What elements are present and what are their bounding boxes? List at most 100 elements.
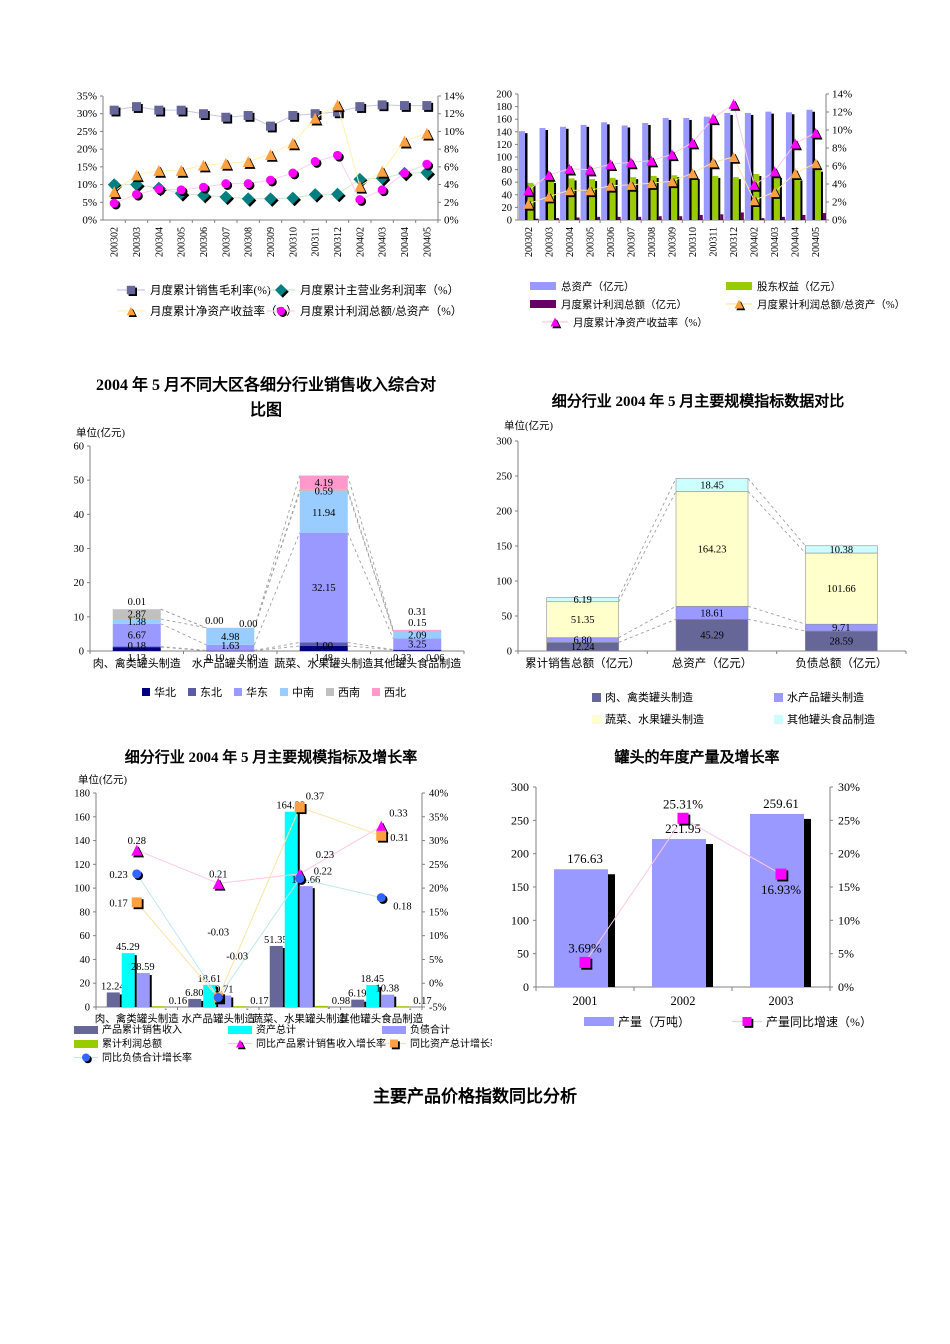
svg-text:5%: 5%	[838, 947, 854, 961]
svg-text:40: 40	[80, 955, 91, 966]
svg-text:200405: 200405	[811, 227, 822, 257]
svg-text:20: 20	[502, 203, 513, 214]
svg-text:35%: 35%	[77, 91, 97, 103]
svg-text:0.00: 0.00	[205, 615, 223, 626]
svg-text:0: 0	[85, 1003, 90, 1014]
svg-text:3.25: 3.25	[408, 639, 426, 650]
svg-text:200404: 200404	[400, 227, 411, 257]
svg-text:51.35: 51.35	[264, 935, 288, 946]
svg-text:4%: 4%	[832, 179, 847, 191]
svg-text:200: 200	[511, 847, 529, 861]
svg-text:200404: 200404	[791, 227, 802, 257]
svg-text:60: 60	[74, 441, 85, 452]
svg-text:月度累计净资产收益率（%）: 月度累计净资产收益率（%）	[573, 316, 708, 329]
svg-text:单位(亿元): 单位(亿元)	[76, 426, 125, 439]
svg-text:40: 40	[502, 190, 513, 201]
chart-scale-and-growth: 细分行业 2004 年 5 月主要规模指标及增长率 0 20 40 60 80 100 12…	[50, 748, 492, 1072]
chart-scale-indicators: 细分行业 2004 年 5 月主要规模指标数据对比 0 50 100 150 200 25…	[474, 392, 922, 736]
svg-text:肉、禽类罐头制造: 肉、禽类罐头制造	[95, 1012, 179, 1025]
svg-text:15%: 15%	[429, 907, 449, 918]
svg-text:股东权益（亿元）: 股东权益（亿元）	[757, 280, 841, 293]
svg-text:200403: 200403	[770, 227, 781, 257]
svg-text:200310: 200310	[288, 227, 299, 257]
svg-text:2001: 2001	[573, 994, 598, 1008]
svg-text:0.16: 0.16	[169, 996, 187, 1007]
svg-text:51.35: 51.35	[571, 615, 595, 626]
svg-text:0.17: 0.17	[109, 898, 127, 909]
svg-text:180: 180	[496, 102, 512, 113]
svg-text:-5%: -5%	[429, 1003, 447, 1014]
svg-text:西南: 西南	[338, 686, 360, 699]
svg-text:14%: 14%	[832, 89, 852, 101]
svg-text:月度累计利润总额/总资产（%）: 月度累计利润总额/总资产（%）	[300, 304, 462, 318]
svg-text:25%: 25%	[838, 813, 860, 827]
svg-text:蔬菜、水果罐头制造: 蔬菜、水果罐头制造	[605, 712, 704, 726]
svg-text:累计销售总额（亿元）: 累计销售总额（亿元）	[525, 656, 640, 670]
svg-text:累计利润总额: 累计利润总额	[102, 1037, 162, 1050]
svg-text:15%: 15%	[838, 880, 860, 894]
svg-text:10%: 10%	[429, 931, 449, 942]
chart-assets-equity-profit: 0 20 40 60 80 100 120 140 160 180 200 0% 2% 4% 6% 8% 10%…	[474, 86, 922, 340]
svg-text:0%: 0%	[444, 215, 459, 227]
svg-text:2002: 2002	[671, 994, 696, 1008]
svg-text:0.31: 0.31	[390, 833, 408, 844]
svg-text:-0.03: -0.03	[207, 927, 229, 938]
chart-title-scale-and-growth: 细分行业 2004 年 5 月主要规模指标及增长率	[124, 750, 418, 766]
svg-text:250: 250	[511, 813, 529, 827]
svg-text:200: 200	[496, 507, 512, 518]
svg-text:0%: 0%	[838, 980, 854, 994]
svg-text:产品累计销售收入: 产品累计销售收入	[102, 1023, 182, 1036]
svg-text:西北: 西北	[384, 686, 406, 699]
svg-text:中南: 中南	[292, 686, 314, 699]
svg-text:6.67: 6.67	[128, 630, 146, 641]
svg-text:水产品罐头制造: 水产品罐头制造	[182, 1012, 256, 1025]
svg-text:35%: 35%	[429, 812, 449, 823]
svg-text:4.98: 4.98	[221, 631, 239, 642]
svg-text:50: 50	[502, 612, 513, 623]
svg-text:4.19: 4.19	[315, 478, 333, 489]
svg-text:8%: 8%	[832, 143, 847, 155]
svg-text:100: 100	[496, 153, 512, 164]
svg-text:200303: 200303	[544, 227, 555, 257]
svg-text:2003: 2003	[769, 994, 794, 1008]
svg-text:20%: 20%	[838, 847, 860, 861]
svg-text:18.45: 18.45	[700, 480, 724, 491]
svg-text:60: 60	[80, 931, 91, 942]
svg-text:负债合计: 负债合计	[410, 1023, 450, 1036]
svg-text:9.71: 9.71	[215, 984, 233, 995]
svg-text:同比负债合计增长率: 同比负债合计增长率	[102, 1051, 192, 1064]
svg-text:200307: 200307	[626, 227, 637, 257]
svg-text:2%: 2%	[444, 197, 459, 209]
svg-text:0.09: 0.09	[239, 653, 257, 664]
svg-text:0: 0	[523, 980, 529, 994]
regional-sales-plot: 0 10 20 30 40 50 60 单位(亿元) 肉、禽类罐头制造 水产品罐头制造 蔬菜、水果罐…	[74, 426, 465, 699]
svg-text:10%: 10%	[77, 179, 97, 191]
svg-text:200302: 200302	[110, 227, 121, 257]
svg-text:10.38: 10.38	[830, 545, 854, 556]
svg-text:0.33: 0.33	[389, 808, 407, 819]
svg-text:200405: 200405	[422, 227, 433, 257]
svg-text:15%: 15%	[77, 161, 97, 173]
svg-text:总资产（亿元）: 总资产（亿元）	[561, 280, 635, 293]
svg-text:200312: 200312	[729, 227, 740, 257]
svg-text:50: 50	[517, 947, 529, 961]
svg-text:0.18: 0.18	[128, 641, 146, 652]
svg-text:6.80: 6.80	[185, 988, 203, 999]
svg-text:0.33: 0.33	[393, 653, 411, 664]
svg-text:200304: 200304	[565, 227, 576, 257]
chart-annual-output: 罐头的年度产量及增长率 0 50 100 150 200 250 300 0% 5% 10% 15%…	[474, 748, 920, 1048]
scale-indicators-plot: 0 50 100 150 200 250 300 单位(亿元) 累计销售总额（亿元） 总资产（亿元…	[496, 419, 907, 726]
svg-text:华东: 华东	[246, 685, 268, 699]
svg-text:华北: 华北	[154, 685, 176, 699]
svg-text:0.17: 0.17	[413, 996, 431, 1007]
svg-text:0.28: 0.28	[128, 836, 146, 847]
svg-text:180: 180	[74, 789, 90, 800]
svg-text:30%: 30%	[429, 836, 449, 847]
svg-text:同比产品累计销售收入增长率: 同比产品累计销售收入增长率	[256, 1037, 386, 1050]
svg-text:40: 40	[74, 509, 85, 520]
svg-text:月度累计净资产收益率（%）: 月度累计净资产收益率（%）	[150, 304, 298, 318]
svg-text:6.19: 6.19	[348, 989, 366, 1000]
svg-text:6%: 6%	[444, 161, 459, 173]
svg-text:肉、禽类罐头制造: 肉、禽类罐头制造	[605, 690, 693, 704]
